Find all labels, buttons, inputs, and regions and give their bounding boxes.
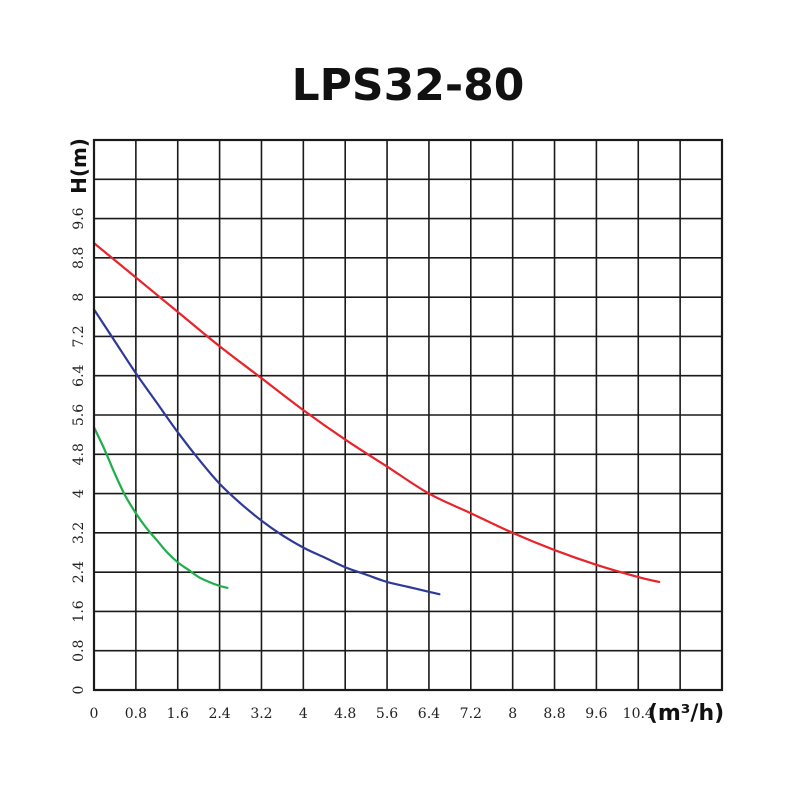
- x-tick-label: 7.2: [460, 706, 482, 722]
- y-tick-label: 2.4: [71, 561, 87, 583]
- series-curve-2: [92, 308, 441, 596]
- y-tick-label: 3.2: [71, 522, 87, 544]
- y-tick-label: 5.6: [71, 404, 87, 426]
- y-tick-label: 0: [71, 686, 87, 695]
- y-tick-label: 4: [71, 489, 87, 498]
- x-tick-label: 1.6: [167, 706, 189, 722]
- x-tick-label: 3.2: [250, 706, 272, 722]
- y-tick-label: 9.6: [71, 207, 87, 229]
- y-tick-label: 4.8: [71, 443, 87, 465]
- x-axis-label: (m³/h): [648, 701, 724, 726]
- x-tick-label: 0.8: [125, 706, 147, 722]
- y-tick-labels: 0 0.8 1.6 2.4 3.2 4 4.8 5.6 6.4 7.2 8 8.8 9.6: [71, 207, 87, 694]
- x-tick-labels: 0 0.8 1.6 2.4 3.2 4 4.8 5.6 6.4 7.2 8 8.8 9.6 10.4: [90, 706, 654, 722]
- curves: [92, 242, 661, 596]
- y-tick-label: 1.6: [71, 600, 87, 622]
- x-tick-label: 5.6: [376, 706, 398, 722]
- chart-title: LPS32-80: [292, 60, 525, 111]
- y-tick-label: 7.2: [71, 325, 87, 347]
- x-tick-label: 8.8: [543, 706, 565, 722]
- y-tick-label: 6.4: [71, 364, 87, 386]
- x-tick-label: 9.6: [585, 706, 607, 722]
- y-tick-label: 8: [71, 293, 87, 302]
- x-tick-label: 6.4: [418, 706, 440, 722]
- y-tick-label: 0.8: [71, 640, 87, 662]
- plot-frame: [92, 138, 724, 692]
- y-tick-label: 8.8: [71, 247, 87, 269]
- y-axis-label: H(m): [67, 138, 91, 194]
- grid-lines: [94, 140, 722, 690]
- x-tick-label: 4.8: [334, 706, 356, 722]
- series-curve-1: [92, 242, 661, 584]
- x-tick-label: 0: [90, 706, 99, 722]
- x-tick-label: 8: [508, 706, 517, 722]
- x-tick-label: 4: [299, 706, 308, 722]
- x-tick-label: 10.4: [623, 706, 654, 722]
- x-tick-label: 2.4: [208, 706, 230, 722]
- series-curve-3: [92, 426, 229, 589]
